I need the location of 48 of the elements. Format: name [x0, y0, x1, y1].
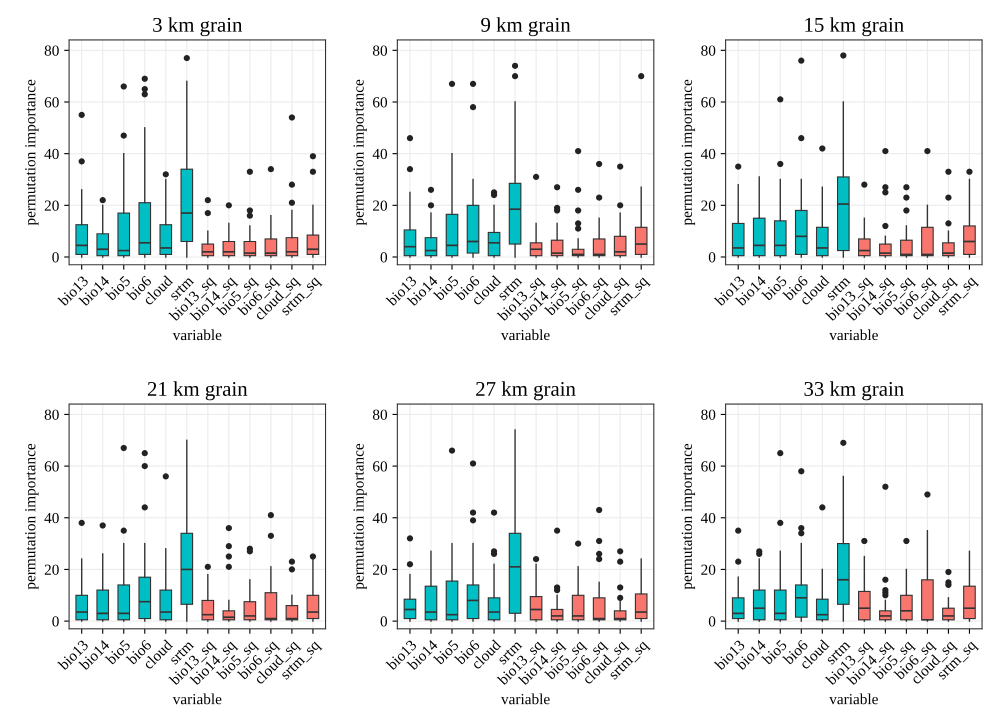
y-tick-label: 40: [44, 512, 59, 524]
y-tick-label: 20: [701, 564, 716, 575]
y-tick-label: 60: [44, 461, 59, 472]
chart-title: 9 km grain: [481, 17, 570, 36]
y-tick-label: 60: [701, 461, 716, 472]
y-tick-label: 40: [372, 512, 388, 524]
y-tick-label: 0: [380, 616, 388, 627]
y-tick-label: 80: [372, 410, 388, 420]
y-tick-label: 40: [700, 512, 716, 524]
y-tick-label: 20: [373, 564, 388, 575]
chart-title: 33 km grain: [804, 381, 904, 400]
y-tick-label: 0: [708, 616, 716, 627]
x-axis-title: variable: [172, 694, 222, 704]
chart-title: 21 km grain: [148, 381, 248, 400]
x-axis-title: variable: [500, 694, 550, 704]
x-axis-title: variable: [829, 329, 878, 340]
x-axis-title: variable: [172, 329, 222, 340]
y-axis-title: permutation importance: [353, 80, 367, 226]
y-tick-label: 40: [372, 148, 388, 160]
y-tick-label: 20: [44, 564, 59, 575]
y-tick-label: 80: [44, 45, 59, 56]
y-tick-label: 60: [44, 97, 59, 108]
chart-title: 15 km grain: [805, 17, 904, 36]
y-axis-title: permutation importance: [25, 80, 39, 226]
y-axis-title: permutation importance: [25, 444, 39, 590]
chart-title: 27 km grain: [476, 381, 576, 400]
y-tick-label: 20: [701, 200, 716, 211]
y-tick-label: 60: [373, 97, 388, 108]
chart-title: 3 km grain: [153, 17, 242, 36]
y-tick-label: 0: [52, 252, 59, 262]
y-tick-label: 80: [44, 410, 59, 420]
y-tick-label: 0: [52, 616, 59, 627]
x-axis-title: variable: [500, 329, 550, 340]
y-axis-title: permutation importance: [682, 80, 696, 226]
x-axis-title: variable: [829, 694, 878, 704]
y-tick-label: 20: [44, 200, 59, 211]
y-tick-label: 60: [701, 97, 716, 108]
y-tick-label: 80: [701, 45, 716, 56]
y-tick-label: 40: [44, 148, 59, 160]
y-tick-label: 0: [380, 252, 388, 262]
y-tick-label: 60: [373, 461, 388, 472]
y-tick-label: 80: [701, 410, 716, 420]
y-tick-label: 0: [708, 252, 716, 262]
y-tick-label: 40: [700, 148, 716, 160]
y-tick-label: 80: [372, 45, 388, 56]
y-axis-title: permutation importance: [682, 444, 696, 590]
y-tick-label: 20: [373, 200, 388, 211]
y-axis-title: permutation importance: [353, 444, 367, 590]
